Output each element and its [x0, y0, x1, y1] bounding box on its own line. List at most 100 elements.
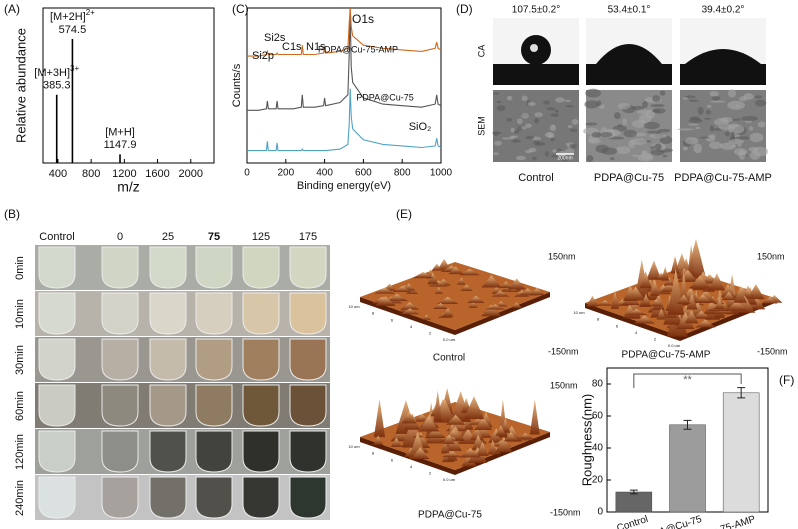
column-label: Control — [518, 172, 553, 184]
sem-texture — [564, 99, 572, 102]
bar — [615, 491, 653, 513]
afm-peak — [433, 390, 442, 422]
sem-texture — [719, 142, 736, 150]
sem-texture — [615, 146, 631, 155]
panel-label: (C) — [232, 2, 249, 16]
sem-texture — [534, 117, 540, 124]
column-header: 75 — [208, 231, 220, 243]
afm-peak — [528, 288, 546, 296]
afm-peak — [495, 425, 507, 436]
error-bar — [629, 489, 638, 495]
sem-texture — [650, 145, 655, 150]
afm-peak — [734, 285, 747, 303]
sem-texture — [586, 154, 594, 163]
droplet — [685, 49, 761, 64]
sem-texture — [525, 135, 535, 140]
y-tick-label: 60 — [592, 411, 604, 422]
sem-texture — [550, 154, 560, 158]
afm-axis-tick: 2 — [429, 330, 432, 335]
afm-peak — [450, 391, 472, 422]
image-label: PDPA@Cu-75-AMP — [622, 350, 711, 361]
sem-texture — [545, 131, 554, 138]
column-label: PDPA@Cu-75-AMP — [674, 172, 772, 184]
sem-texture — [711, 95, 721, 101]
afm-peak — [459, 268, 480, 276]
sem-texture — [510, 127, 515, 133]
tube — [38, 430, 76, 473]
afm-peak — [390, 428, 409, 442]
row-label: CA — [476, 45, 486, 58]
tube — [289, 384, 327, 427]
bar — [669, 424, 706, 513]
sem-texture — [755, 99, 767, 107]
tube — [195, 246, 233, 289]
afm-peak — [442, 307, 454, 317]
row-label: 10min — [14, 299, 26, 329]
series-label: SiO₂ — [409, 121, 432, 133]
afm-peak — [457, 277, 466, 285]
sem-texture — [743, 93, 754, 100]
sem-texture — [749, 132, 764, 143]
sem-texture — [745, 120, 752, 123]
afm-peak — [386, 293, 408, 302]
afm-peak — [596, 300, 614, 306]
tube — [101, 338, 139, 381]
afm-peak — [463, 396, 485, 420]
sem-texture — [617, 102, 631, 110]
afm-peak — [634, 259, 649, 299]
sem-texture — [728, 139, 745, 145]
afm-peak — [622, 285, 638, 301]
afm-peak — [677, 294, 691, 304]
sem-texture — [591, 132, 602, 138]
sem-texture — [554, 109, 559, 113]
y-axis-label: Counts/s — [231, 63, 243, 107]
afm-peak — [373, 435, 384, 445]
sem-texture — [695, 126, 701, 130]
sem-texture — [560, 155, 570, 162]
peak-label: Si2s — [264, 32, 286, 44]
panel-label: (F) — [779, 373, 794, 387]
afm-axis-tick: 0.0 um — [443, 337, 456, 342]
x-tick-label: 800 — [394, 168, 411, 179]
z-min-label: -150nm — [550, 507, 581, 517]
sem-texture — [652, 109, 661, 113]
afm-peak — [434, 286, 443, 294]
sem-texture — [637, 154, 654, 162]
y-tick-label: 20 — [592, 475, 604, 486]
tube — [149, 476, 187, 519]
peak-label: N1s — [306, 41, 326, 53]
afm-peak — [747, 284, 765, 300]
tube — [101, 476, 139, 519]
afm-peak — [442, 434, 455, 444]
sem-texture — [509, 135, 515, 140]
column-label: PDPA@Cu-75 — [594, 172, 664, 184]
sem-texture — [652, 95, 661, 103]
afm-peak — [686, 293, 698, 310]
afm-peak — [412, 271, 434, 279]
afm-peak — [427, 272, 439, 285]
sem-texture — [689, 116, 700, 121]
sem-texture — [506, 95, 513, 101]
tube — [195, 476, 233, 519]
sem-texture — [600, 131, 613, 138]
contact-angle: 39.4±0.2° — [702, 5, 745, 16]
afm-side — [360, 292, 550, 335]
x-tick-label: 0 — [244, 168, 250, 179]
x-tick-label: 1600 — [145, 168, 169, 180]
sem-texture — [587, 138, 601, 144]
ion-label: [M+3H] — [34, 67, 70, 79]
sem-texture — [569, 128, 578, 132]
afm-axis-tick: 2 — [429, 470, 432, 475]
sem-texture — [506, 118, 513, 122]
column-header: 0 — [117, 231, 123, 243]
afm-peak — [708, 273, 726, 291]
afm-peak — [693, 294, 713, 303]
sem-texture — [704, 117, 712, 120]
afm-peak — [445, 414, 466, 425]
sem-texture — [623, 129, 638, 138]
z-max-label: 150nm — [757, 251, 785, 261]
x-axis-label: Binding energy(eV) — [297, 180, 391, 192]
afm-peak — [436, 296, 459, 305]
sem-texture — [609, 157, 615, 161]
afm-peak — [432, 302, 449, 309]
